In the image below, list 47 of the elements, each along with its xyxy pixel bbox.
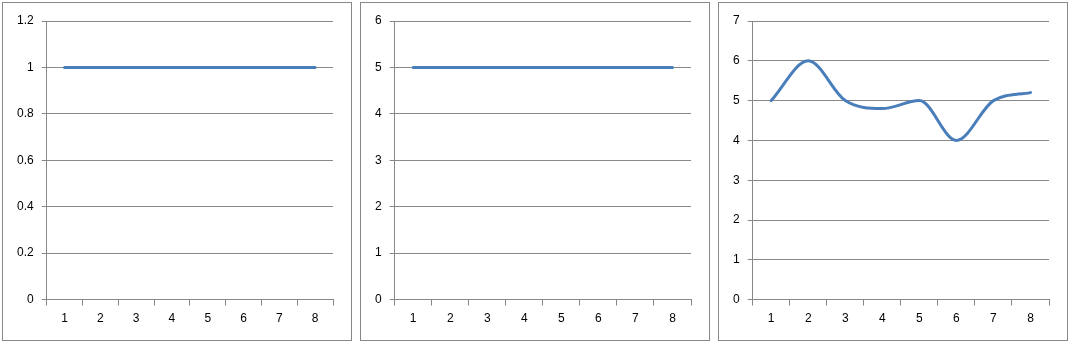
y-tick-label: 0: [374, 291, 382, 306]
y-tick-label: 1.2: [16, 13, 34, 28]
x-tick-label: 6: [240, 311, 248, 326]
x-tick-label: 2: [97, 311, 105, 326]
y-tick-label: 3: [374, 152, 382, 167]
y-tick-label: 0.2: [16, 245, 34, 260]
y-tick-label: 3: [732, 172, 740, 187]
y-tick-label: 2: [732, 212, 740, 227]
x-tick-label: 7: [275, 311, 283, 326]
y-tick-label: 1: [374, 245, 382, 260]
y-tick-label: 1: [26, 59, 34, 74]
x-tick-label: 3: [132, 311, 140, 326]
x-tick-label: 2: [446, 311, 454, 326]
y-tick-label: 7: [732, 13, 740, 28]
x-tick-label: 7: [990, 311, 998, 326]
x-tick-label: 8: [1027, 311, 1035, 326]
y-tick-label: 2: [374, 199, 382, 214]
x-tick-label: 4: [520, 311, 528, 326]
y-tick-label: 6: [374, 13, 382, 28]
y-tick-label: 4: [732, 132, 740, 147]
y-tick-label: 5: [374, 59, 382, 74]
y-tick-label: 0: [26, 291, 34, 306]
y-tick-label: 0.6: [16, 152, 34, 167]
y-tick-label: 1: [732, 252, 740, 267]
x-tick-label: 1: [767, 311, 775, 326]
y-tick-label: 0.4: [16, 199, 34, 214]
x-tick-label: 4: [168, 311, 176, 326]
x-tick-label: 5: [204, 311, 212, 326]
y-tick-label: 0: [732, 291, 740, 306]
x-tick-label: 1: [61, 311, 69, 326]
x-tick-label: 5: [558, 311, 566, 326]
x-tick-label: 6: [595, 311, 603, 326]
x-tick-label: 4: [878, 311, 886, 326]
y-tick-label: 5: [732, 92, 740, 107]
x-tick-label: 1: [409, 311, 417, 326]
y-tick-label: 4: [374, 106, 382, 121]
line-series: [769, 59, 1032, 142]
x-tick-label: 7: [632, 311, 640, 326]
x-tick-label: 2: [804, 311, 812, 326]
x-tick-label: 3: [483, 311, 491, 326]
x-tick-label: 5: [916, 311, 924, 326]
x-tick-label: 6: [953, 311, 961, 326]
x-tick-label: 8: [669, 311, 677, 326]
y-tick-label: 0.8: [16, 106, 34, 121]
y-tick-label: 6: [732, 53, 740, 68]
x-tick-label: 8: [311, 311, 319, 326]
x-tick-label: 3: [841, 311, 849, 326]
